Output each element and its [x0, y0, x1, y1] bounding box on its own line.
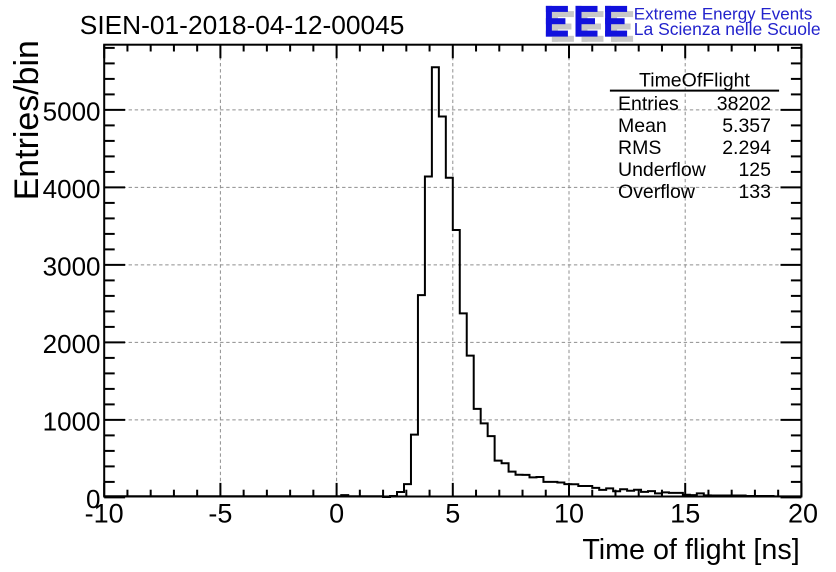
svg-text:5.357: 5.357	[722, 115, 771, 137]
svg-text:Time of flight [ns]: Time of flight [ns]	[582, 534, 799, 566]
svg-text:38202: 38202	[717, 93, 771, 115]
svg-text:1000: 1000	[43, 406, 101, 436]
svg-text:Entries/bin: Entries/bin	[8, 40, 46, 200]
svg-text:-5: -5	[208, 499, 232, 529]
svg-text:125: 125	[738, 159, 771, 181]
svg-text:15: 15	[670, 499, 700, 529]
svg-text:2.294: 2.294	[722, 137, 771, 159]
svg-text:5000: 5000	[43, 96, 101, 126]
svg-text:10: 10	[554, 499, 584, 529]
svg-text:Mean: Mean	[618, 115, 667, 137]
svg-text:-10: -10	[85, 499, 124, 529]
svg-text:Underflow: Underflow	[618, 159, 707, 181]
svg-text:20: 20	[788, 499, 818, 529]
svg-text:Overflow: Overflow	[618, 181, 696, 203]
svg-text:Entries: Entries	[618, 93, 679, 115]
svg-text:5: 5	[445, 499, 460, 529]
svg-text:4000: 4000	[43, 174, 101, 204]
svg-text:RMS: RMS	[618, 137, 661, 159]
svg-text:0: 0	[329, 499, 344, 529]
svg-text:SIEN-01-2018-04-12-00045: SIEN-01-2018-04-12-00045	[80, 10, 405, 40]
svg-text:0: 0	[86, 484, 100, 514]
svg-text:133: 133	[738, 181, 771, 203]
svg-text:TimeOfFlight: TimeOfFlight	[639, 70, 750, 92]
svg-text:2000: 2000	[43, 329, 101, 359]
svg-text:3000: 3000	[43, 251, 101, 281]
svg-text:La Scienza nelle Scuole: La Scienza nelle Scuole	[634, 19, 821, 39]
svg-text:Extreme Energy Events: Extreme Energy Events	[634, 5, 813, 24]
